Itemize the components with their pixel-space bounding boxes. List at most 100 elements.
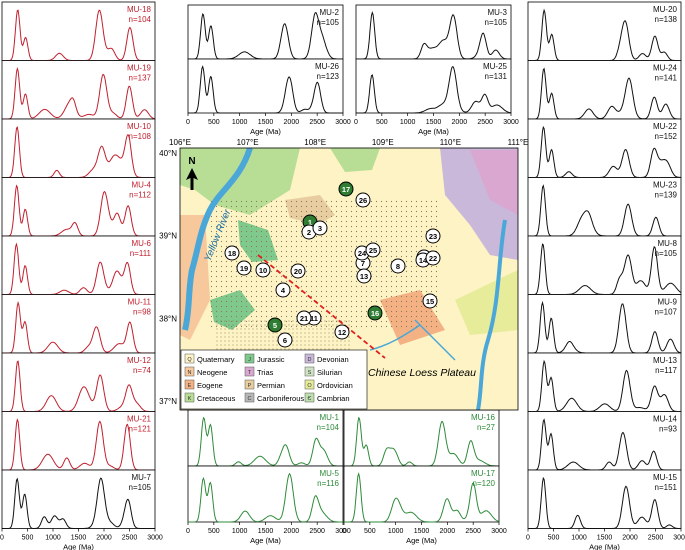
north-label: N xyxy=(188,156,195,167)
kde-panel-mu-2: MU-2n=105 xyxy=(187,4,344,60)
sample-id: 20 xyxy=(294,267,302,276)
panel-frame xyxy=(1,177,156,237)
sample-id: 8 xyxy=(396,262,400,271)
panel-frame xyxy=(527,294,682,354)
kde-panel-mu-5: MU-5n=116 0 500 1000 1500 2000 2500 3000 Age (Ma… xyxy=(186,465,351,545)
sample-name: MU-2 xyxy=(319,8,339,17)
age-tick-label: 2500 xyxy=(122,535,138,542)
lon-label: 107°E xyxy=(237,138,259,147)
sample-circle xyxy=(224,245,240,261)
age-tick-label: 500 xyxy=(376,119,388,126)
panel-frame xyxy=(187,409,344,467)
age-tick-label: 500 xyxy=(208,528,220,535)
kde-line xyxy=(2,67,156,120)
sample-marker-22: 22 xyxy=(425,250,441,266)
plateau-label: Chinese Loess Plateau xyxy=(368,367,476,379)
legend-swatch xyxy=(244,392,255,403)
unit-cretaceous xyxy=(180,148,300,215)
legend-code: O xyxy=(307,383,312,389)
age-tick-label: 1000 xyxy=(232,528,248,535)
sample-name: MU-20 xyxy=(653,5,678,14)
legend-swatch xyxy=(304,366,315,377)
sample-circle xyxy=(290,263,306,279)
unit-cretaceous xyxy=(330,148,380,172)
age-axis-label: Age (Ma) xyxy=(418,127,449,136)
lon-label: 106°E xyxy=(169,138,191,147)
sample-id: 14 xyxy=(419,256,428,265)
age-tick-label: 2000 xyxy=(96,535,112,542)
legend-swatch xyxy=(184,353,195,364)
legend-label: Devonian xyxy=(317,355,349,364)
age-tick-label: 0 xyxy=(526,535,530,542)
dashed-boundary xyxy=(257,254,386,359)
kde-line xyxy=(528,418,681,471)
kde-panel-mu-26: MU-26n=123 0 500 1000 1500 2000 2500 3000 Age (M… xyxy=(186,58,351,136)
map-legend: Q Quaternary J Jurassic D Devonian N Neogene T Tr… xyxy=(180,349,368,410)
kde-panel-mu-7: MU-7n=105 0 500 1000 1500 2000 2500 3000 Age (Ma… xyxy=(0,469,163,550)
sample-name: MU-13 xyxy=(653,356,678,365)
age-axis-label: Age (Ma) xyxy=(250,536,281,545)
sample-circle xyxy=(334,324,350,340)
age-tick-label: 1000 xyxy=(232,119,248,126)
legend-code: D xyxy=(308,357,312,363)
panel-frame xyxy=(527,118,682,178)
legend-swatch xyxy=(244,379,255,390)
tributary xyxy=(369,324,421,351)
sample-count: n=93 xyxy=(659,425,678,434)
kde-panel-mu-17: MU-17n=120 0 500 1000 1500 2000 2500 3000 Age (M… xyxy=(342,465,507,545)
sample-circle xyxy=(425,228,441,244)
sample-count: n=137 xyxy=(129,74,152,83)
legend-swatch xyxy=(304,353,315,364)
kde-panel-mu-14: MU-14n=93 xyxy=(527,411,682,471)
kde-panel-mu-20: MU-20n=138 xyxy=(527,1,682,61)
age-tick-label: 1500 xyxy=(258,119,274,126)
sample-id: 7 xyxy=(361,259,365,268)
sample-id: 3 xyxy=(318,224,322,233)
legend-label: Cambrian xyxy=(317,394,350,403)
sample-name: MU-19 xyxy=(127,64,152,73)
sample-name: MU-12 xyxy=(127,356,152,365)
sample-marker-16: 16 xyxy=(367,305,383,321)
sample-count: n=141 xyxy=(655,74,678,83)
sample-name: MU-1 xyxy=(319,413,339,422)
sample-circle xyxy=(390,258,406,274)
kde-panel-mu-6: MU-6n=111 xyxy=(1,235,156,295)
sample-marker-13: 13 xyxy=(356,268,372,284)
legend-swatch xyxy=(184,379,195,390)
sample-name: MU-25 xyxy=(483,62,508,71)
sample-circle xyxy=(277,332,293,348)
sample-circle xyxy=(255,262,271,278)
sample-count: n=104 xyxy=(129,15,152,24)
sample-circle xyxy=(275,282,291,298)
sample-name: MU-14 xyxy=(653,415,678,424)
map-annotations: 106°E 107°E 108°E 109°E 110°E 111°E40°N39°N38… xyxy=(159,138,528,411)
kde-panel-mu-25: MU-25n=131 0 500 1000 1500 2000 2500 3000 Age (M… xyxy=(354,58,519,136)
lon-label: 110°E xyxy=(440,138,461,147)
sample-count: n=138 xyxy=(655,15,678,24)
sample-name: MU-11 xyxy=(128,298,152,307)
sample-marker-6: 6 xyxy=(277,332,293,348)
sample-id: 6 xyxy=(283,336,287,345)
age-tick-label: 500 xyxy=(548,535,560,542)
panel-frame xyxy=(527,411,682,471)
kde-line xyxy=(188,416,343,467)
kde-panel-mu-22: MU-22n=152 xyxy=(527,118,682,178)
sample-circle xyxy=(365,242,381,258)
sample-marker-20: 20 xyxy=(290,263,306,279)
age-tick-label: 500 xyxy=(208,119,220,126)
sample-id: 10 xyxy=(259,266,267,275)
age-tick-label: 0 xyxy=(186,528,190,535)
yellow-river xyxy=(182,148,253,331)
kde-panel-mu-12: MU-12n=74 xyxy=(1,352,156,412)
sample-name: MU-22 xyxy=(653,122,678,131)
sample-marker-8: 8 xyxy=(390,258,406,274)
legend-label: Eogene xyxy=(197,381,223,390)
panel-frame xyxy=(187,58,344,114)
north-arrow-icon xyxy=(186,168,198,190)
age-tick-label: 2000 xyxy=(284,528,300,535)
age-tick-label: 2500 xyxy=(465,528,481,535)
panel-frame xyxy=(343,465,500,523)
legend-label: Jurassic xyxy=(257,355,285,364)
